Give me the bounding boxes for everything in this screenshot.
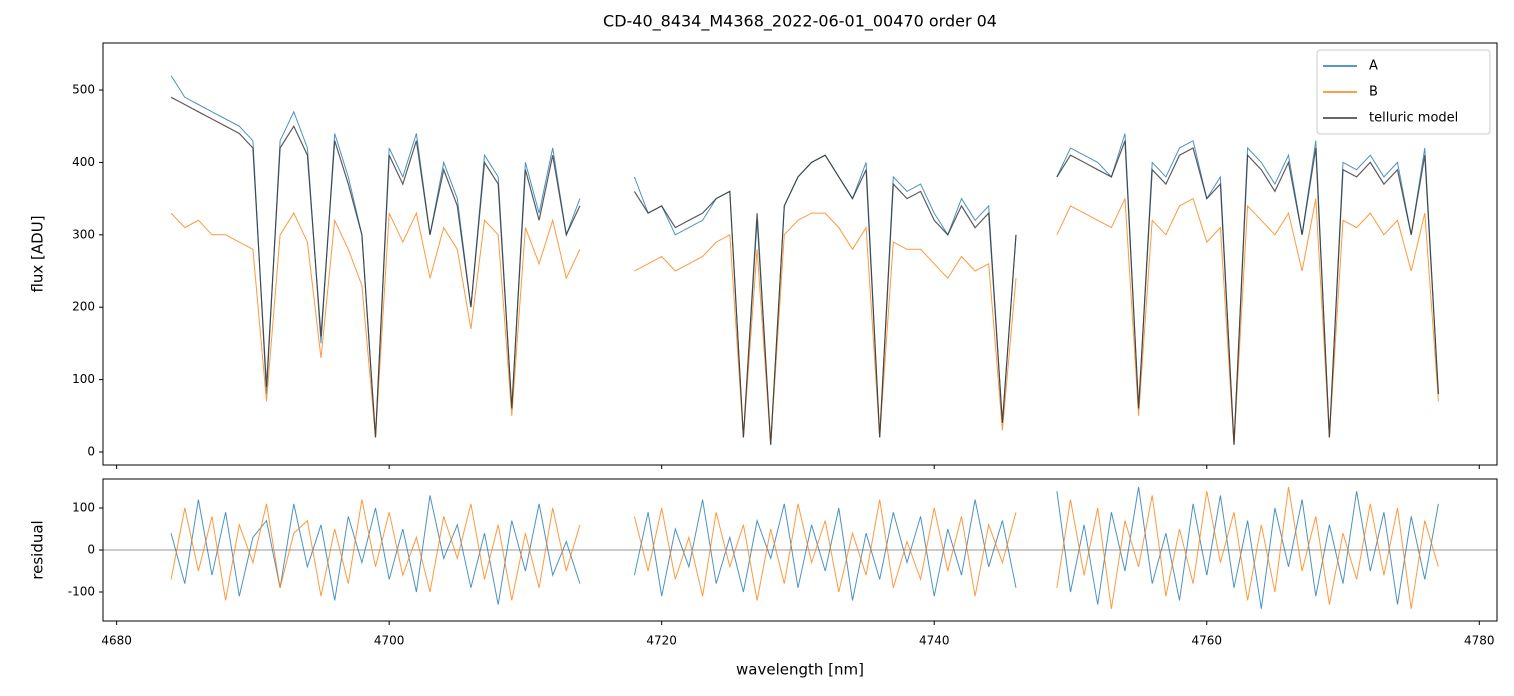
plot-area — [170, 75, 1439, 445]
legend-label: A — [1369, 59, 1378, 74]
axes-frame — [102, 42, 1498, 466]
x-tick-label: 4720 — [646, 634, 677, 648]
y-axis-label: flux [ADU] — [29, 215, 47, 292]
y-tick-label: 500 — [72, 83, 95, 97]
x-axis-label: wavelength [nm] — [736, 661, 864, 679]
x-tick-label: 4700 — [374, 634, 405, 648]
series-line — [170, 96, 1439, 445]
y-tick-label: 100 — [72, 372, 95, 386]
legend-label: B — [1369, 85, 1378, 100]
chart-title: CD-40_8434_M4368_2022-06-01_00470 order … — [603, 12, 997, 32]
y-axis-label: residual — [29, 520, 47, 579]
x-tick-label: 4680 — [101, 634, 132, 648]
x-tick-label: 4760 — [1191, 634, 1222, 648]
y-tick-label: 400 — [72, 155, 95, 169]
y-tick-label: 0 — [87, 444, 95, 458]
series-line — [170, 486, 1439, 609]
y-tick-label: -100 — [68, 585, 95, 599]
legend-label: telluric model — [1369, 111, 1458, 126]
x-tick-label: 4740 — [919, 634, 950, 648]
y-tick-label: 300 — [72, 227, 95, 241]
legend-box — [1316, 49, 1491, 135]
y-tick-label: 100 — [72, 500, 95, 514]
x-tick-label: 4780 — [1464, 634, 1495, 648]
y-tick-label: 200 — [72, 300, 95, 314]
y-tick-label: 0 — [87, 543, 95, 557]
plot-area — [103, 486, 1497, 609]
